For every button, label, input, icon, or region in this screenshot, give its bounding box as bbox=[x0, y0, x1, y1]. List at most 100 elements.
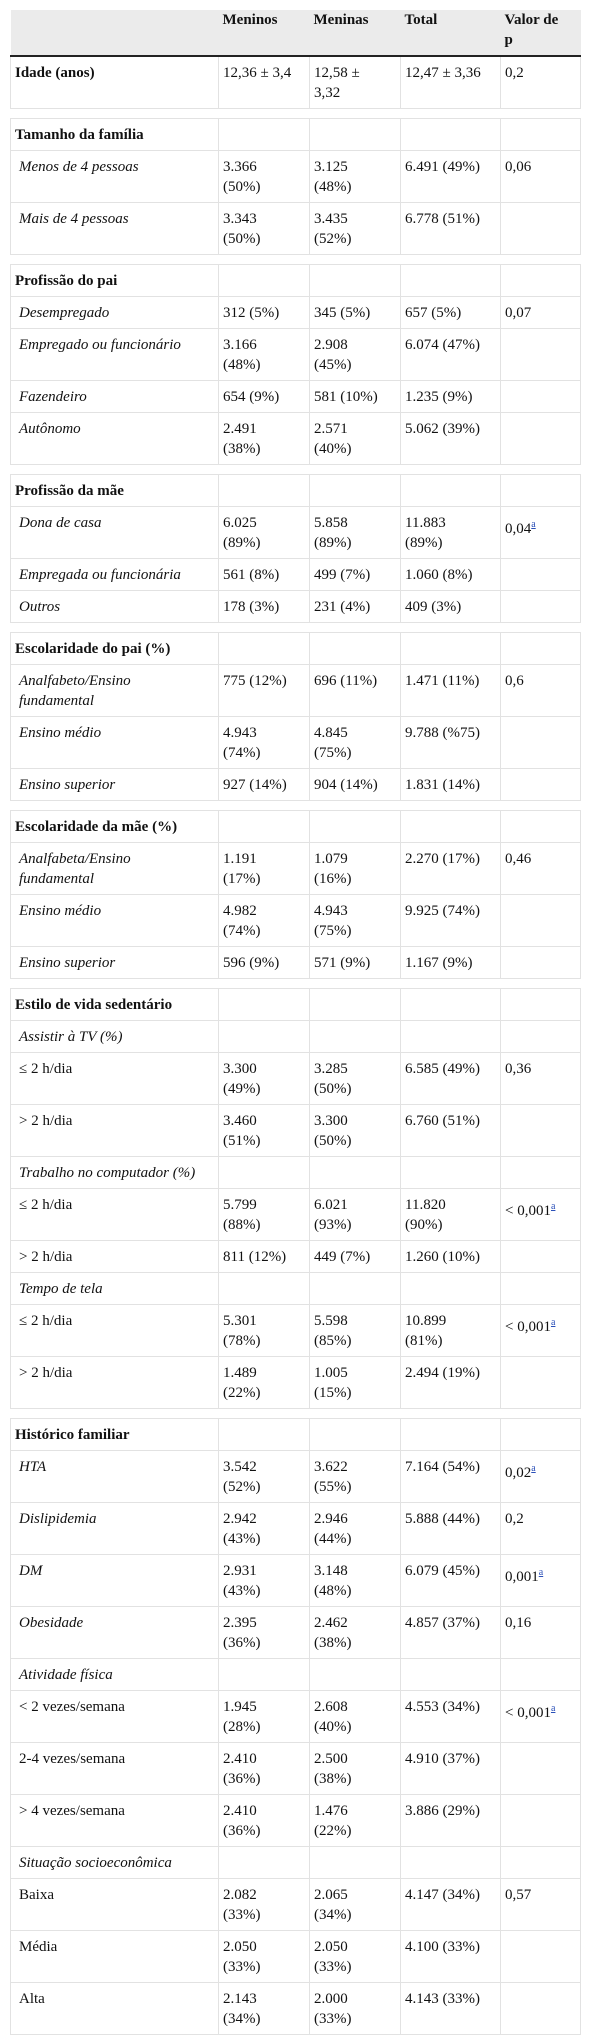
empty-cell bbox=[400, 1020, 501, 1053]
empty-cell bbox=[400, 1846, 501, 1879]
table-row: Menos de 4 pessoas 3.366 (50%) 3.125 (48%)… bbox=[10, 150, 581, 203]
row-label: Analfabeto/Ensino fundamental bbox=[10, 664, 219, 717]
row-label: ≤ 2 h/dia bbox=[10, 1304, 219, 1357]
row-label: DM bbox=[10, 1554, 219, 1607]
value-cell: 3.343 (50%) bbox=[218, 202, 310, 255]
row-label: Ensino médio bbox=[10, 894, 219, 947]
p-value-cell: < 0,001a bbox=[500, 1188, 581, 1241]
value-cell: 178 (3%) bbox=[218, 590, 310, 623]
row-label: Atividade física bbox=[10, 1658, 219, 1691]
footnote-link[interactable]: a bbox=[550, 1317, 556, 1328]
footnote-link[interactable]: a bbox=[538, 1567, 544, 1578]
p-value-cell bbox=[500, 1658, 581, 1691]
footnote-marker: a bbox=[551, 1314, 555, 1328]
table-row: Atividade física bbox=[10, 1658, 581, 1691]
value-cell: 5.598 (85%) bbox=[309, 1304, 401, 1357]
value-cell: 3.148 (48%) bbox=[309, 1554, 401, 1607]
value-cell: 2.410 (36%) bbox=[218, 1794, 310, 1847]
empty-cell bbox=[309, 632, 401, 665]
value-cell: 5.062 (39%) bbox=[400, 412, 501, 465]
value-cell: 1.079 (16%) bbox=[309, 842, 401, 895]
empty-cell bbox=[309, 988, 401, 1021]
value-cell: 6.778 (51%) bbox=[400, 202, 501, 255]
spacer-cell bbox=[218, 622, 310, 633]
empty-cell bbox=[309, 1272, 401, 1305]
spacer-cell bbox=[309, 622, 401, 633]
p-value-cell: 0,46 bbox=[500, 842, 581, 895]
p-value-cell bbox=[500, 118, 581, 151]
row-label: Tempo de tela bbox=[10, 1272, 219, 1305]
empty-cell bbox=[309, 1020, 401, 1053]
footnote-link[interactable]: a bbox=[550, 1703, 556, 1714]
table-row: Trabalho no computador (%) bbox=[10, 1156, 581, 1189]
row-label: Profissão da mãe bbox=[10, 474, 219, 507]
value-cell: 345 (5%) bbox=[309, 296, 401, 329]
empty-cell bbox=[218, 1658, 310, 1691]
value-cell: 1.471 (11%) bbox=[400, 664, 501, 717]
row-label: Estilo de vida sedentário bbox=[10, 988, 219, 1021]
row-label: Tamanho da família bbox=[10, 118, 219, 151]
table-row: Escolaridade da mãe (%) bbox=[10, 810, 581, 843]
spacer-cell bbox=[10, 622, 219, 633]
p-value-cell bbox=[500, 1156, 581, 1189]
row-label: > 2 h/dia bbox=[10, 1240, 219, 1273]
value-cell: 4.982 (74%) bbox=[218, 894, 310, 947]
table-row: < 2 vezes/semana 1.945 (28%) 2.608 (40%) 4.… bbox=[10, 1690, 581, 1743]
value-cell: 5.799 (88%) bbox=[218, 1188, 310, 1241]
value-cell: 596 (9%) bbox=[218, 946, 310, 979]
p-value-cell bbox=[500, 946, 581, 979]
spacer-row bbox=[10, 622, 581, 633]
value-cell: 2.571 (40%) bbox=[309, 412, 401, 465]
footnote-marker: a bbox=[539, 1564, 543, 1578]
table-row: Analfabeto/Ensino fundamental 775 (12%) 69… bbox=[10, 664, 581, 717]
p-value-cell bbox=[500, 558, 581, 591]
table-row: Fazendeiro 654 (9%) 581 (10%) 1.235 (9%) bbox=[10, 380, 581, 413]
table-row: Dona de casa 6.025 (89%) 5.858 (89%) 11.883… bbox=[10, 506, 581, 559]
value-cell: 4.100 (33%) bbox=[400, 1930, 501, 1983]
table-row: Assistir à TV (%) bbox=[10, 1020, 581, 1053]
spacer-cell bbox=[500, 254, 581, 265]
spacer-cell bbox=[500, 622, 581, 633]
spacer-cell bbox=[218, 800, 310, 811]
spacer-cell bbox=[400, 464, 501, 475]
value-cell: 1.831 (14%) bbox=[400, 768, 501, 801]
spacer-cell bbox=[400, 108, 501, 119]
value-cell: 2.082 (33%) bbox=[218, 1878, 310, 1931]
footnote-link[interactable]: a bbox=[531, 519, 536, 530]
row-label: > 2 h/dia bbox=[10, 1356, 219, 1409]
column-header: Valor de p bbox=[500, 10, 581, 57]
value-cell: 904 (14%) bbox=[309, 768, 401, 801]
empty-cell bbox=[309, 474, 401, 507]
p-value-cell bbox=[500, 632, 581, 665]
value-cell: 2.143 (34%) bbox=[218, 1982, 310, 2035]
p-value: 0,57 bbox=[505, 1887, 532, 1903]
value-cell: 1.476 (22%) bbox=[309, 1794, 401, 1847]
empty-cell bbox=[309, 1156, 401, 1189]
value-cell: 6.079 (45%) bbox=[400, 1554, 501, 1607]
p-value: 0,04 bbox=[505, 521, 532, 537]
value-cell: 571 (9%) bbox=[309, 946, 401, 979]
value-cell: 12,47 ± 3,36 bbox=[400, 55, 501, 109]
table-row: Ensino superior 596 (9%) 571 (9%) 1.167 (9%… bbox=[10, 946, 581, 979]
value-cell: 6.491 (49%) bbox=[400, 150, 501, 203]
p-value-cell bbox=[500, 894, 581, 947]
footnote-link[interactable]: a bbox=[531, 1463, 536, 1474]
value-cell: 657 (5%) bbox=[400, 296, 501, 329]
value-cell: 6.025 (89%) bbox=[218, 506, 310, 559]
spacer-cell bbox=[218, 254, 310, 265]
spacer-cell bbox=[500, 108, 581, 119]
table-row: > 2 h/dia 1.489 (22%) 1.005 (15%) 2.494 (19… bbox=[10, 1356, 581, 1409]
empty-cell bbox=[218, 988, 310, 1021]
row-label: Fazendeiro bbox=[10, 380, 219, 413]
p-value-cell: 0,07 bbox=[500, 296, 581, 329]
empty-cell bbox=[218, 264, 310, 297]
row-label: > 2 h/dia bbox=[10, 1104, 219, 1157]
p-value-cell bbox=[500, 716, 581, 769]
footnote-link[interactable]: a bbox=[550, 1201, 556, 1212]
p-value-cell bbox=[500, 988, 581, 1021]
row-label: Menos de 4 pessoas bbox=[10, 150, 219, 203]
value-cell: 4.910 (37%) bbox=[400, 1742, 501, 1795]
table-row: Escolaridade do pai (%) bbox=[10, 632, 581, 665]
empty-cell bbox=[218, 1272, 310, 1305]
value-cell: 4.553 (34%) bbox=[400, 1690, 501, 1743]
